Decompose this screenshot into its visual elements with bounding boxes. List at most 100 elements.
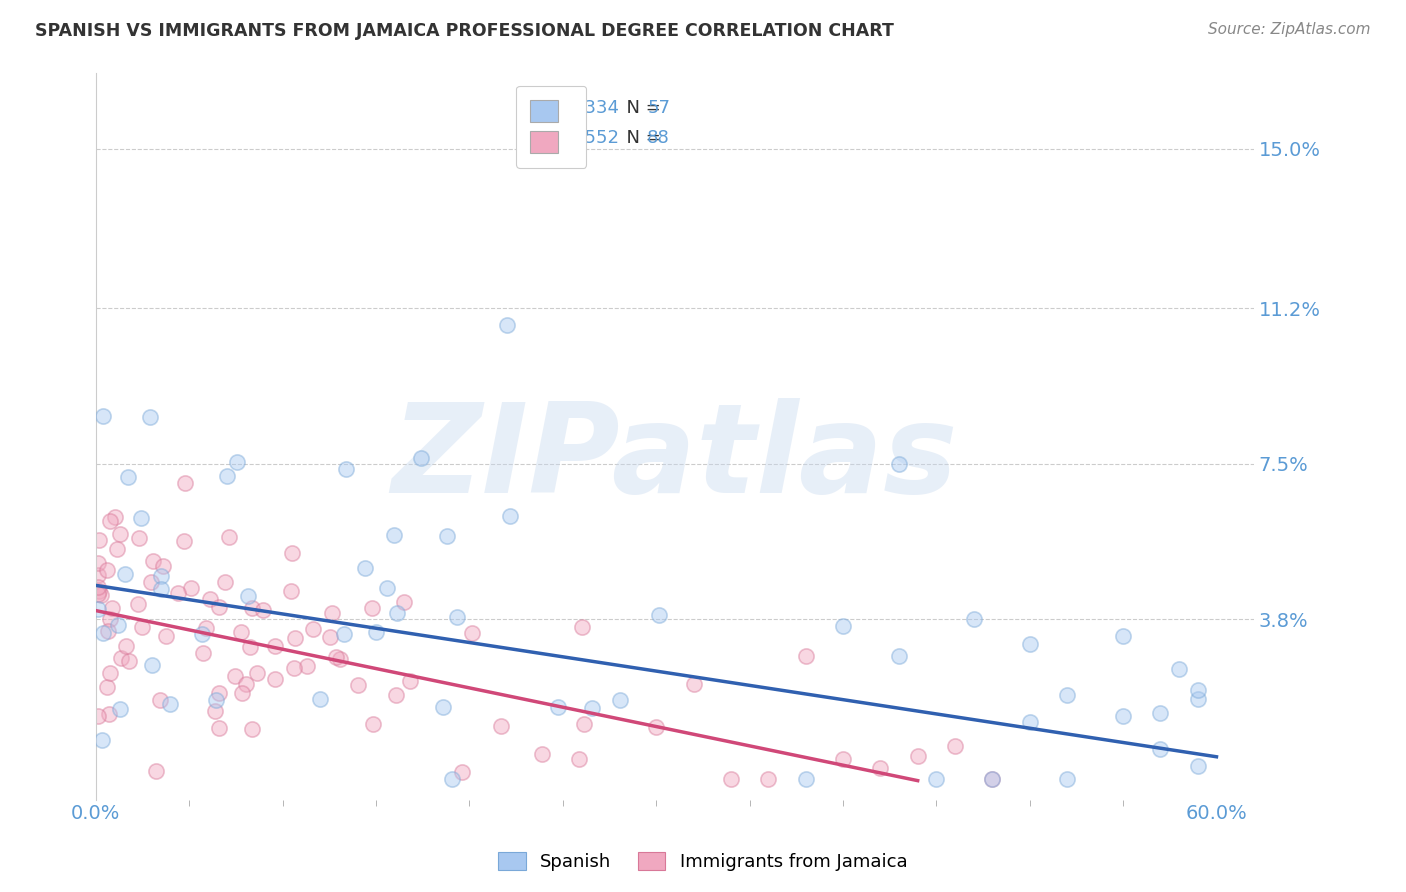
Point: [645, 720, 668, 734]
Point: [114, 567, 136, 582]
Point: [361, 717, 384, 731]
Text: Source: ZipAtlas.com: Source: ZipAtlas.com: [1208, 22, 1371, 37]
Point: [495, 318, 517, 332]
Point: [96, 680, 118, 694]
Point: [399, 673, 422, 688]
Point: [361, 600, 384, 615]
Point: [375, 581, 398, 595]
Point: [364, 625, 387, 640]
Point: [385, 606, 408, 620]
Point: [96, 564, 118, 578]
Point: [1018, 715, 1040, 730]
Point: [104, 510, 127, 524]
Text: 57: 57: [647, 99, 671, 117]
Point: [91, 626, 114, 640]
Point: [91, 409, 114, 423]
Point: [240, 600, 263, 615]
Point: [208, 599, 231, 614]
Point: [318, 630, 340, 644]
Point: [325, 650, 347, 665]
Point: [195, 621, 218, 635]
Point: [499, 509, 522, 524]
Point: [252, 603, 274, 617]
Point: [87, 709, 110, 723]
Point: [246, 666, 269, 681]
Point: [173, 534, 195, 549]
Point: [682, 676, 704, 690]
Point: [101, 600, 124, 615]
Point: [204, 704, 226, 718]
Point: [943, 739, 966, 754]
Point: [214, 574, 236, 589]
Point: [87, 580, 110, 594]
Text: SPANISH VS IMMIGRANTS FROM JAMAICA PROFESSIONAL DEGREE CORRELATION CHART: SPANISH VS IMMIGRANTS FROM JAMAICA PROFE…: [35, 22, 894, 40]
Point: [887, 457, 910, 471]
Point: [887, 648, 910, 663]
Point: [568, 752, 591, 766]
Point: [441, 772, 464, 786]
Point: [1112, 708, 1135, 723]
Point: [436, 529, 458, 543]
Point: [794, 772, 817, 786]
Point: [1187, 691, 1209, 706]
Point: [180, 581, 202, 595]
Point: [108, 527, 131, 541]
Point: [98, 612, 121, 626]
Point: [128, 532, 150, 546]
Point: [149, 568, 172, 582]
Point: [215, 469, 238, 483]
Point: [131, 619, 153, 633]
Point: [530, 747, 553, 762]
Point: [1149, 706, 1171, 721]
Point: [432, 699, 454, 714]
Text: -0.334: -0.334: [561, 99, 620, 117]
Point: [105, 541, 128, 556]
Point: [392, 594, 415, 608]
Point: [981, 772, 1004, 786]
Point: [87, 567, 110, 582]
Point: [832, 619, 855, 633]
Point: [98, 707, 121, 722]
Point: [461, 626, 484, 640]
Point: [281, 545, 304, 559]
Point: [231, 625, 253, 640]
Point: [720, 772, 742, 786]
Point: [451, 764, 474, 779]
Text: N =: N =: [614, 129, 666, 147]
Point: [756, 772, 779, 786]
Point: [191, 646, 214, 660]
Point: [264, 640, 287, 654]
Point: [127, 597, 149, 611]
Point: [152, 559, 174, 574]
Point: [333, 627, 356, 641]
Point: [571, 620, 593, 634]
Point: [609, 693, 631, 707]
Text: R =: R =: [530, 99, 569, 117]
Point: [284, 631, 307, 645]
Point: [1168, 662, 1191, 676]
Point: [198, 592, 221, 607]
Point: [280, 584, 302, 599]
Point: [141, 657, 163, 672]
Text: 88: 88: [647, 129, 669, 147]
Point: [572, 717, 595, 731]
Text: R =: R =: [530, 129, 569, 147]
Point: [1149, 742, 1171, 756]
Point: [869, 761, 891, 775]
Point: [547, 699, 569, 714]
Point: [963, 612, 986, 626]
Point: [648, 608, 671, 623]
Point: [207, 686, 229, 700]
Point: [174, 476, 197, 491]
Point: [239, 640, 262, 654]
Legend: , : ,: [516, 86, 586, 168]
Point: [1056, 772, 1078, 786]
Point: [205, 693, 228, 707]
Point: [129, 510, 152, 524]
Point: [283, 661, 305, 675]
Point: [226, 455, 249, 469]
Point: [581, 701, 603, 715]
Point: [87, 584, 110, 599]
Point: [907, 749, 929, 764]
Point: [149, 693, 172, 707]
